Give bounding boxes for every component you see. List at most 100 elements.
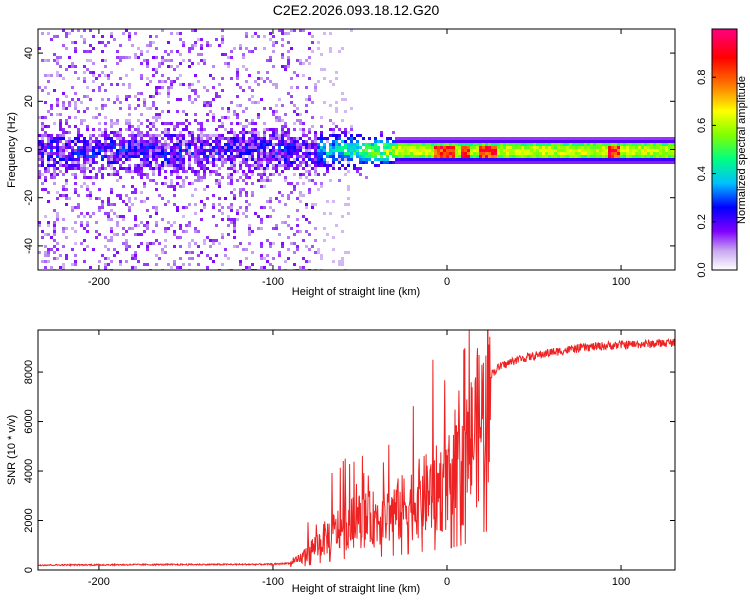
spectrogram-cell xyxy=(284,203,287,206)
spectrogram-cell xyxy=(539,158,542,161)
spectrogram-cell xyxy=(206,236,209,239)
spectrogram-cell xyxy=(212,206,215,209)
spectrogram-cell xyxy=(251,251,254,254)
spectrogram-cell xyxy=(107,239,110,242)
spectrogram-cell xyxy=(611,152,614,155)
spectrogram-cell xyxy=(326,170,329,173)
spectrogram-cell xyxy=(116,56,119,59)
spectrogram-cell xyxy=(281,119,284,122)
spectrogram-cell xyxy=(116,98,119,101)
spectrogram-cell xyxy=(587,146,590,149)
spectrogram-cell xyxy=(194,146,197,149)
spectrogram-cell xyxy=(176,125,179,128)
spectrogram-cell xyxy=(47,32,50,35)
spectrogram-cell xyxy=(416,149,419,152)
spectrogram-cell xyxy=(638,158,641,161)
spectrogram-cell xyxy=(572,146,575,149)
colorbar-tick-label: 0.8 xyxy=(696,70,708,85)
spectrogram-y-tick-label: 40 xyxy=(23,47,35,59)
spectrogram-cell xyxy=(194,74,197,77)
spectrogram-cell xyxy=(272,149,275,152)
spectrogram-cell xyxy=(449,149,452,152)
spectrogram-cell xyxy=(266,254,269,257)
spectrogram-cell xyxy=(284,221,287,224)
spectrogram-cell xyxy=(398,155,401,158)
spectrogram-cell xyxy=(527,161,530,164)
spectrogram-cell xyxy=(134,146,137,149)
spectrogram-cell xyxy=(470,146,473,149)
spectrogram-cell xyxy=(497,137,500,140)
spectrogram-cell xyxy=(158,146,161,149)
spectrogram-cell xyxy=(398,152,401,155)
spectrogram-cell xyxy=(245,161,248,164)
spectrogram-cell xyxy=(74,191,77,194)
spectrogram-cell xyxy=(164,80,167,83)
spectrogram-cell xyxy=(335,146,338,149)
spectrogram-cell xyxy=(116,50,119,53)
spectrogram-cell xyxy=(317,158,320,161)
spectrogram-cell xyxy=(254,167,257,170)
spectrogram-cell xyxy=(62,218,65,221)
spectrogram-cell xyxy=(215,173,218,176)
spectrogram-cell xyxy=(221,236,224,239)
spectrogram-cell xyxy=(548,161,551,164)
spectrogram-cell xyxy=(38,155,41,158)
spectrogram-cell xyxy=(314,239,317,242)
spectrogram-cell xyxy=(557,152,560,155)
spectrogram-cell xyxy=(476,161,479,164)
spectrogram-cell xyxy=(188,95,191,98)
spectrogram-cell xyxy=(662,146,665,149)
spectrogram-cell xyxy=(278,251,281,254)
spectrogram-cell xyxy=(644,140,647,143)
spectrogram-cell xyxy=(257,173,260,176)
spectrogram-cell xyxy=(374,146,377,149)
spectrogram-cell xyxy=(494,158,497,161)
spectrogram-cell xyxy=(95,146,98,149)
spectrogram-cell xyxy=(194,170,197,173)
spectrogram-cell xyxy=(104,59,107,62)
spectrogram-cell xyxy=(590,161,593,164)
spectrogram-cell xyxy=(86,59,89,62)
spectrogram-cell xyxy=(239,191,242,194)
spectrogram-cell xyxy=(182,140,185,143)
spectrogram-cell xyxy=(221,176,224,179)
spectrogram-cell xyxy=(92,140,95,143)
spectrogram-cell xyxy=(383,146,386,149)
spectrogram-cell xyxy=(146,227,149,230)
spectrogram-cell xyxy=(74,188,77,191)
spectrogram-cell xyxy=(92,167,95,170)
spectrogram-cell xyxy=(605,146,608,149)
spectrogram-cell xyxy=(86,158,89,161)
spectrogram-cell xyxy=(182,170,185,173)
spectrogram-cell xyxy=(101,158,104,161)
spectrogram-cell xyxy=(293,242,296,245)
spectrogram-cell xyxy=(188,59,191,62)
spectrogram-cell xyxy=(560,146,563,149)
spectrogram-cell xyxy=(164,152,167,155)
spectrogram-cell xyxy=(299,119,302,122)
spectrogram-cell xyxy=(305,59,308,62)
spectrogram-cell xyxy=(143,230,146,233)
spectrogram-cell xyxy=(437,158,440,161)
spectrogram-cell xyxy=(152,95,155,98)
spectrogram-cell xyxy=(641,152,644,155)
spectrogram-cell xyxy=(182,110,185,113)
spectrogram-cell xyxy=(83,182,86,185)
spectrogram-cell xyxy=(635,149,638,152)
spectrogram-cell xyxy=(191,239,194,242)
spectrogram-cell xyxy=(305,140,308,143)
spectrogram-cell xyxy=(206,140,209,143)
spectrogram-cell xyxy=(86,224,89,227)
spectrogram-cell xyxy=(602,143,605,146)
spectrogram-cell xyxy=(647,137,650,140)
spectrogram-cell xyxy=(284,176,287,179)
spectrogram-cell xyxy=(506,143,509,146)
spectrogram-cell xyxy=(428,155,431,158)
spectrogram-cell xyxy=(167,263,170,266)
spectrogram-cell xyxy=(233,146,236,149)
spectrogram-cell xyxy=(143,140,146,143)
spectrogram-cell xyxy=(470,143,473,146)
spectrogram-cell xyxy=(599,140,602,143)
spectrogram-cell xyxy=(575,137,578,140)
spectrogram-cell xyxy=(563,137,566,140)
